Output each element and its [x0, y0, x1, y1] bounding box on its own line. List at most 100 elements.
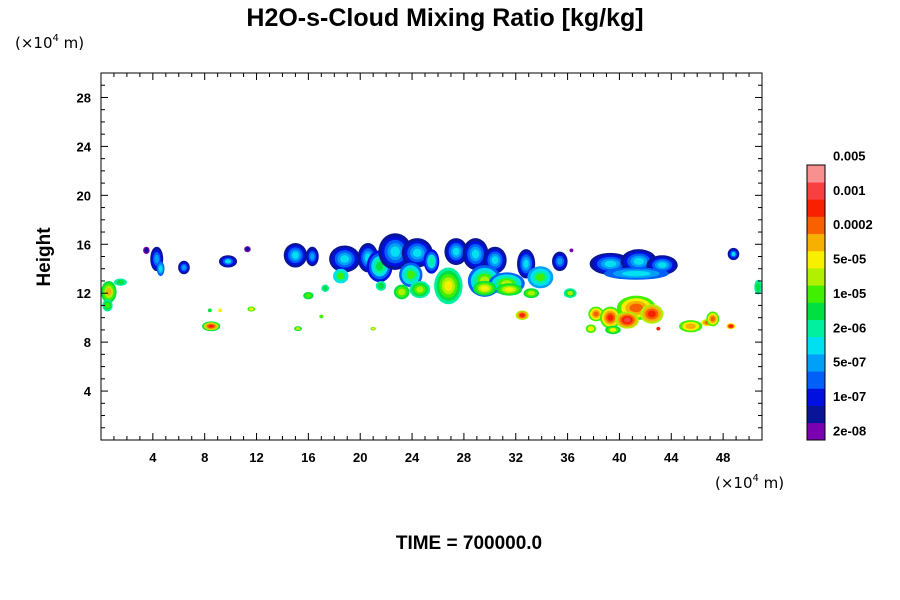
cloud-cell [593, 311, 599, 317]
colorbar-label: 2e-06 [833, 320, 866, 335]
colorbar-swatch [807, 268, 825, 286]
cloud-cell [224, 259, 232, 264]
x-tick-label: 4 [149, 450, 157, 465]
cloud-cell [398, 288, 406, 296]
cloud-cell [609, 327, 617, 332]
cloud-cell [731, 251, 736, 257]
cloud-cell [604, 260, 617, 267]
colorbar-label: 1e-07 [833, 389, 866, 404]
colorbar-label: 0.0002 [833, 217, 873, 232]
cloud-cell [621, 270, 651, 277]
cloud-cell [406, 270, 415, 280]
cloud-cell [371, 327, 375, 330]
cloud-cell [480, 285, 489, 291]
colorbar-swatch [807, 165, 825, 183]
colorbar-label: 0.005 [833, 148, 866, 163]
cloud-cell [218, 308, 223, 313]
y-tick-label: 12 [77, 286, 91, 301]
x-tick-label: 16 [301, 450, 315, 465]
colorbar-swatch [807, 371, 825, 389]
cloud-cell [248, 307, 254, 311]
cloud-cell [319, 314, 324, 319]
y-tick-label: 8 [84, 335, 91, 350]
cloud-cell [755, 282, 761, 292]
cloud-cell [491, 256, 499, 265]
x-tick-label: 8 [201, 450, 208, 465]
cloud-cell [106, 288, 112, 296]
cloud-cell [337, 272, 345, 280]
cloud-cell [504, 287, 514, 292]
cloud-cell [444, 280, 453, 292]
colorbar-label: 0.001 [833, 183, 866, 198]
cloud-cell [340, 255, 350, 263]
colorbar-swatch [807, 302, 825, 320]
cloud-cell [607, 314, 614, 321]
x-tick-label: 28 [457, 450, 471, 465]
cloud-cell [633, 257, 645, 265]
colorbar-swatch [807, 354, 825, 372]
colorbar-frame [806, 164, 826, 441]
cloud-cell [105, 302, 110, 309]
cloud-cell [245, 247, 250, 252]
colorbar-label: 1e-05 [833, 286, 866, 301]
colorbar: 2e-08 1e-07 5e-07 2e-06 1e-05 5e-05 0.0002 0.00… [806, 148, 873, 441]
cloud-cell [116, 279, 125, 285]
cloud-cell [685, 323, 696, 329]
colorbar-swatch [807, 233, 825, 252]
x-tick-label: 40 [612, 450, 626, 465]
colorbar-swatch [807, 250, 825, 269]
cloud-cell [569, 248, 574, 253]
y-tick-label: 16 [77, 237, 91, 252]
colorbar-swatch [807, 182, 825, 200]
y-axis-label: Height [34, 227, 55, 287]
cloud-cell [519, 313, 525, 317]
cloud-cell [567, 291, 574, 296]
cloud-cell [657, 262, 667, 268]
cloud-cell [647, 310, 656, 318]
colorbar-label: 5e-07 [833, 355, 866, 370]
colorbar-label: 2e-08 [833, 423, 866, 438]
colorbar-swatch [807, 336, 825, 355]
x-tick-label: 20 [353, 450, 367, 465]
cloud-cell [527, 291, 535, 296]
colorbar-swatch [807, 199, 825, 217]
y-tick-label: 4 [84, 384, 92, 399]
cloud-cell [292, 251, 299, 259]
cloud-cell [587, 326, 595, 332]
cloud-cell [452, 247, 460, 256]
time-label: TIME = 700000.0 [396, 533, 542, 554]
chart-title: H2O-s-Cloud Mixing Ratio [kg/kg] [246, 4, 643, 32]
cloud-cell [154, 254, 159, 264]
colorbar-swatch [807, 388, 825, 406]
x-tick-label: 44 [664, 450, 679, 465]
cloud-cell [412, 248, 422, 258]
cloud-cell [656, 326, 661, 331]
colorbar-swatch [807, 216, 825, 235]
x-tick-label: 24 [405, 450, 420, 465]
cloud-cell [181, 265, 186, 270]
cloud-field [101, 233, 762, 335]
cloud-cell [428, 257, 435, 266]
cloud-cell [523, 259, 529, 269]
cloud-cell [310, 253, 315, 260]
x-tick-label: 36 [560, 450, 574, 465]
cloud-cell [728, 324, 733, 328]
x-axis-unit-label: (×104 m) [715, 473, 784, 492]
cloud-cell [295, 327, 301, 331]
cloud-cell [629, 303, 644, 313]
cloud-cell [322, 286, 328, 291]
colorbar-swatch [807, 319, 825, 338]
colorbar-swatch [807, 405, 825, 424]
cloud-cell [390, 246, 401, 257]
colorbar-swatch [807, 285, 825, 303]
x-tick-label: 12 [249, 450, 263, 465]
cloud-cell [710, 316, 716, 322]
cloud-cell [416, 286, 424, 293]
y-tick-label: 20 [77, 188, 91, 203]
x-tick-label: 32 [509, 450, 523, 465]
cloud-cell [144, 248, 149, 253]
cloud-cell [208, 324, 214, 328]
cloud-cell [305, 293, 312, 298]
